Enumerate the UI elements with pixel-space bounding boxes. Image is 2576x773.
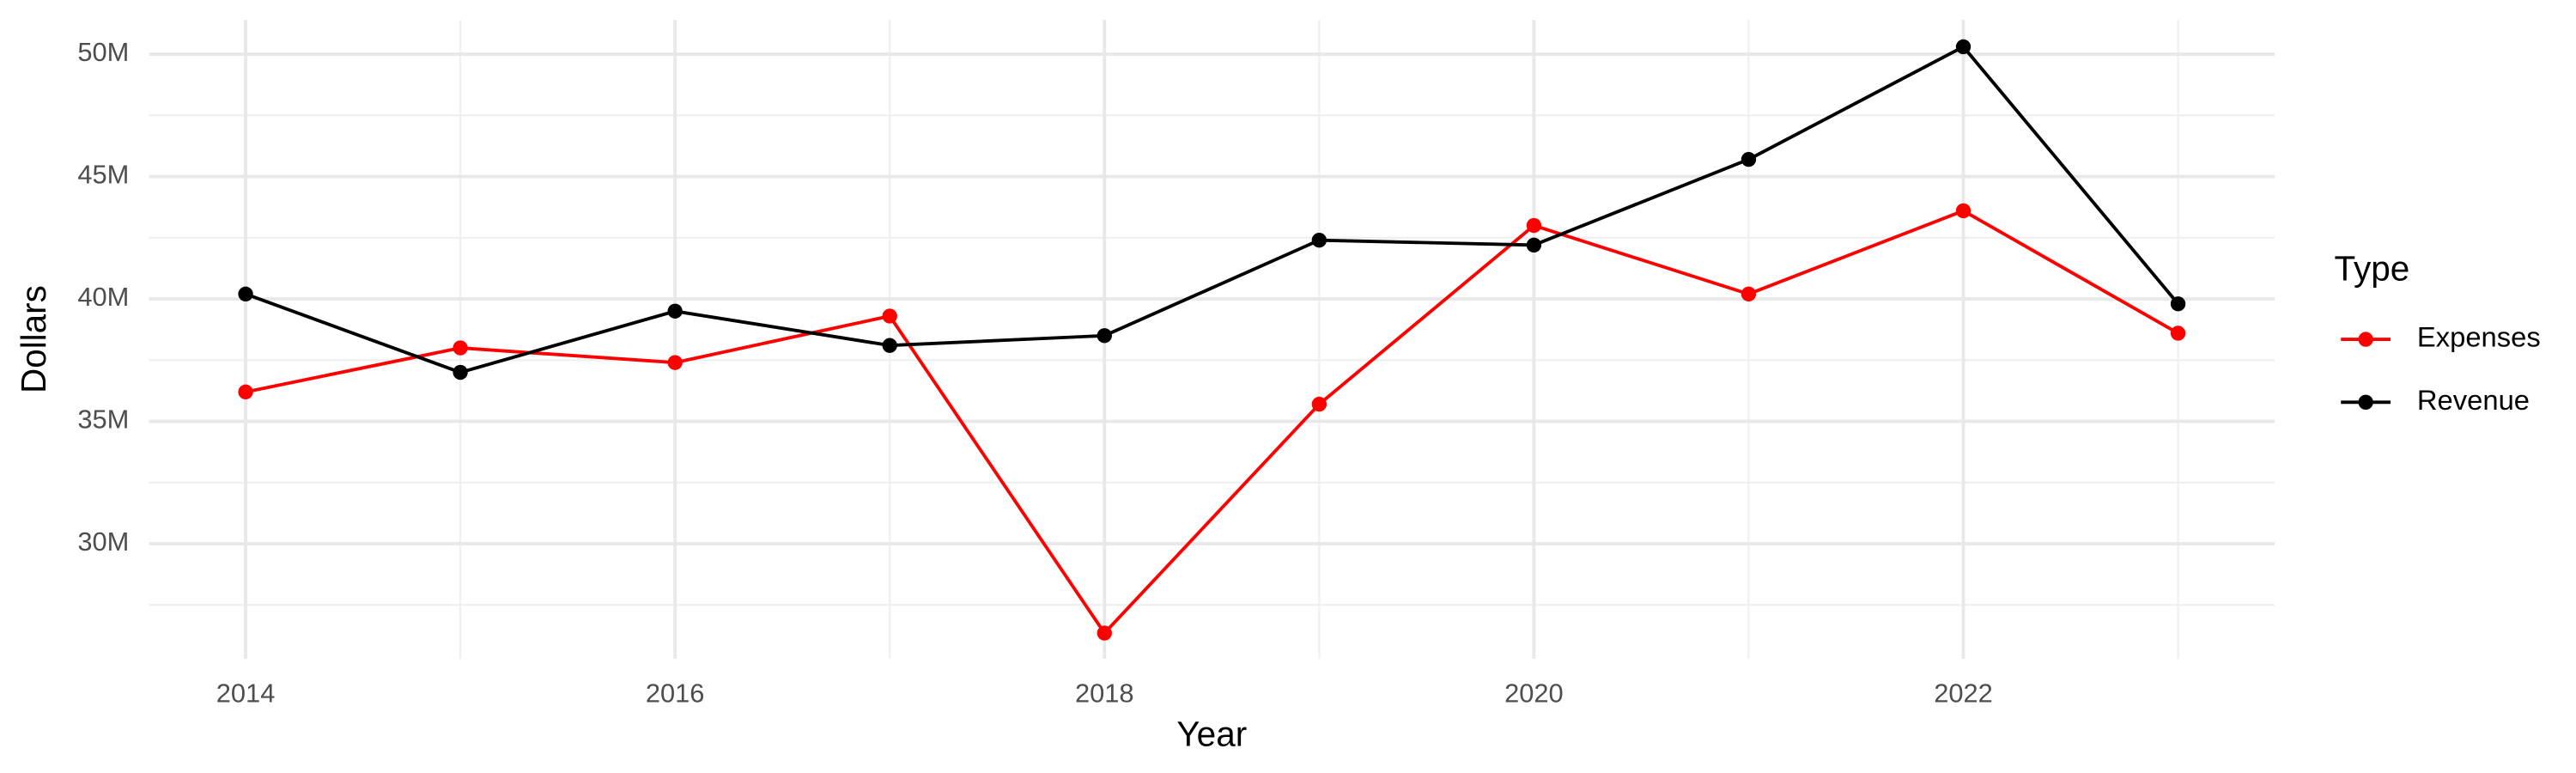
data-point [238,286,253,302]
x-tick-label: 2014 [216,679,276,709]
legend-marker [2358,332,2373,347]
legend-label: Expenses [2417,321,2541,353]
data-point [1955,203,1971,219]
data-point [1311,232,1327,248]
x-tick-label: 2018 [1075,679,1134,709]
data-point [667,303,683,319]
y-tick-label: 45M [77,160,129,190]
data-point [882,338,897,353]
data-point [453,364,468,380]
y-axis-title: Dollars [14,285,53,393]
data-point [882,308,897,324]
x-tick-label: 2016 [646,679,705,709]
y-tick-label: 35M [77,405,129,435]
y-tick-label: 30M [77,526,129,557]
data-point [1097,625,1112,641]
data-point [1097,328,1112,344]
data-point [1526,217,1542,234]
data-point [453,340,468,356]
grid [149,20,2275,660]
data-point [1955,39,1971,55]
x-axis-title: Year [1176,714,1247,753]
marks: 30M 35M 40M 45M 50M 2014 2016 2018 2020 2022 [77,37,2186,709]
data-point [2170,296,2186,312]
y-tick-label: 40M [77,282,129,312]
legend: Expenses Revenue [2341,321,2541,416]
x-tick-label: 2020 [1504,679,1564,709]
series-line [245,209,2179,636]
x-tick-label: 2022 [1934,679,1993,709]
y-tick-label: 50M [77,37,129,67]
data-point [1526,237,1542,253]
legend-title: Type [2335,249,2410,289]
legend-marker [2358,394,2373,410]
data-point [667,355,683,370]
data-point [1741,151,1757,167]
data-point [1311,396,1327,412]
data-point [2170,326,2186,341]
legend-label: Revenue [2417,384,2530,416]
data-point [1741,286,1757,302]
data-point [238,384,253,400]
series-line [245,45,2180,374]
